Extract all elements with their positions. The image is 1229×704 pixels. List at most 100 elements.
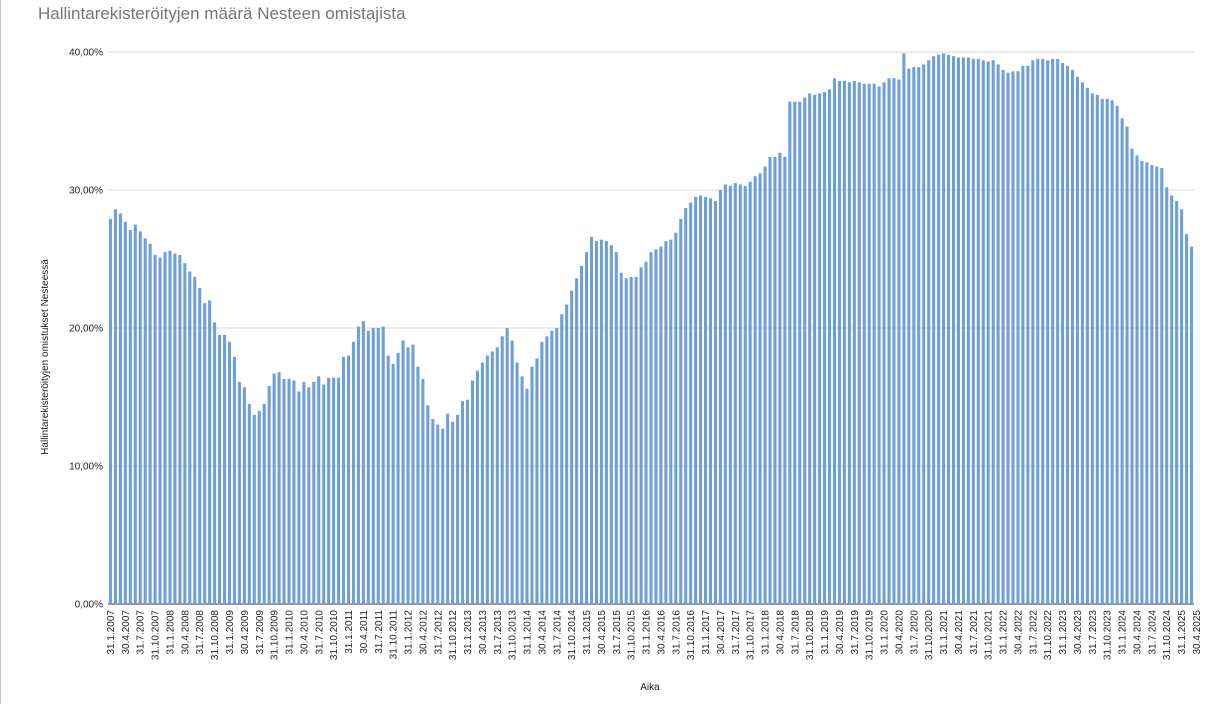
- x-tick-label: 31.7.2012: [433, 610, 444, 655]
- bar: [743, 185, 747, 605]
- bar: [589, 236, 594, 605]
- bar: [1140, 161, 1144, 604]
- bar: [857, 82, 861, 605]
- bar: [188, 271, 192, 604]
- bar: [297, 391, 301, 604]
- bar: [575, 278, 579, 604]
- x-tick-label: 31.10.2007: [151, 610, 162, 660]
- bar: [470, 380, 475, 604]
- bar: [942, 53, 946, 604]
- bar: [718, 190, 722, 604]
- x-tick-label: 31.7.2014: [552, 610, 563, 655]
- x-tick-label: 30.4.2024: [1132, 610, 1143, 655]
- x-tick-label: 31.1.2009: [225, 610, 236, 655]
- bar: [1070, 69, 1075, 604]
- bar: [193, 276, 197, 604]
- bar: [937, 54, 941, 604]
- bar: [431, 419, 435, 604]
- bar: [773, 156, 777, 604]
- bar: [699, 195, 703, 604]
- bar: [361, 321, 365, 604]
- bar: [540, 341, 544, 604]
- bar: [748, 181, 752, 604]
- bar: [530, 366, 534, 604]
- bar: [376, 328, 380, 604]
- bar: [713, 201, 717, 605]
- y-tick-label: 20,00%: [69, 324, 103, 335]
- x-tick-label: 30.4.2020: [894, 610, 905, 655]
- bar: [1011, 71, 1015, 604]
- bar: [738, 184, 742, 605]
- bar: [1170, 195, 1174, 604]
- x-tick-label: 31.10.2009: [270, 610, 281, 660]
- bar: [386, 355, 390, 604]
- bar: [505, 328, 509, 604]
- bar: [366, 330, 370, 604]
- bar: [441, 428, 445, 604]
- x-tick-label: 31.7.2010: [314, 610, 325, 655]
- y-tick-label: 10,00%: [69, 462, 103, 473]
- x-tick-label: 30.4.2014: [537, 610, 548, 655]
- x-tick-label: 31.1.2016: [642, 610, 653, 655]
- bar: [604, 241, 608, 604]
- bar: [1180, 209, 1184, 604]
- bar: [1110, 100, 1114, 605]
- bar: [153, 254, 157, 605]
- bar: [1175, 201, 1179, 605]
- bar: [173, 253, 177, 605]
- bar: [138, 231, 142, 604]
- bar: [312, 381, 316, 604]
- x-tick-label: 31.10.2022: [1043, 610, 1054, 660]
- bar: [733, 183, 737, 604]
- bar: [1160, 167, 1164, 605]
- bar: [1016, 71, 1020, 604]
- bar: [976, 58, 980, 604]
- bar: [1026, 65, 1030, 605]
- bar: [525, 388, 529, 604]
- bar: [1165, 187, 1169, 605]
- bar: [823, 92, 827, 605]
- x-tick-label: 31.7.2020: [909, 610, 920, 655]
- bar: [644, 261, 648, 604]
- x-tick-label: 31.10.2019: [865, 610, 876, 660]
- bar: [560, 314, 564, 604]
- x-tick-label: 31.10.2024: [1162, 610, 1173, 660]
- bar: [282, 379, 286, 604]
- bar: [654, 249, 658, 604]
- bar: [302, 381, 306, 604]
- bar: [391, 363, 395, 604]
- bar: [1056, 58, 1060, 604]
- bar: [922, 64, 926, 605]
- x-tick-label: 31.10.2017: [746, 610, 757, 660]
- bar: [1105, 98, 1109, 605]
- bar: [580, 265, 584, 604]
- bar: [500, 336, 504, 604]
- x-tick-label: 31.7.2018: [790, 610, 801, 655]
- x-tick-label: 30.4.2019: [835, 610, 846, 655]
- bar: [852, 80, 856, 605]
- bar: [649, 252, 653, 604]
- bar: [272, 373, 276, 604]
- bar: [768, 156, 772, 604]
- bar: [292, 380, 296, 604]
- bar: [133, 224, 137, 604]
- x-tick-label: 31.1.2022: [999, 610, 1010, 655]
- x-tick-label: 31.10.2008: [210, 610, 221, 660]
- bar: [1001, 69, 1005, 604]
- bar: [1051, 58, 1055, 604]
- bar: [842, 80, 846, 605]
- x-tick-label: 31.1.2008: [165, 610, 176, 655]
- bar: [674, 232, 678, 604]
- bar: [262, 403, 266, 604]
- bar: [956, 57, 960, 604]
- x-tick-label: 30.4.2015: [597, 610, 608, 655]
- bar: [837, 80, 841, 605]
- bar: [327, 377, 331, 604]
- x-tick-label: 31.7.2015: [612, 610, 623, 655]
- bar: [252, 414, 256, 604]
- x-tick-label: 30.4.2018: [775, 610, 786, 655]
- bar: [872, 83, 876, 605]
- x-tick-label: 30.4.2008: [180, 610, 191, 655]
- x-tick-label: 30.4.2009: [240, 610, 251, 655]
- bar: [371, 328, 375, 604]
